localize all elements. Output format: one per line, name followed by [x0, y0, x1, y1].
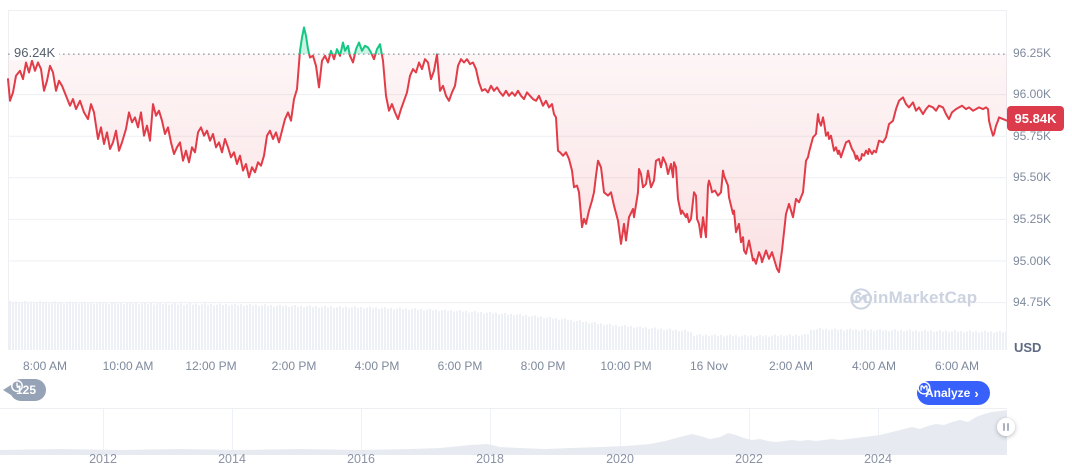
minimap-year-label: 2014 — [218, 452, 246, 466]
volume-bars — [9, 301, 1007, 351]
x-axis-tick-label: 6:00 PM — [437, 359, 483, 373]
coinmarketcap-logo-icon — [917, 381, 931, 395]
minimap-year-label: 2018 — [476, 452, 504, 466]
coinmarketcap-watermark: CoinMarketCap — [850, 288, 978, 310]
y-axis-tick-label: 94.75K — [1013, 295, 1052, 310]
minimap-year-label: 2012 — [89, 452, 117, 466]
y-axis-tick-label: 95.00K — [1013, 253, 1052, 268]
x-axis-tick-label: 10:00 PM — [600, 359, 652, 373]
x-axis-tick-label: 6:00 AM — [934, 359, 980, 373]
coinmarketcap-logo-icon — [850, 288, 872, 310]
analyze-button[interactable]: Analyze › — [917, 381, 990, 405]
minimap-year-label: 2020 — [606, 452, 634, 466]
x-axis-tick-label: 2:00 AM — [768, 359, 814, 373]
x-axis-tick-label: 8:00 AM — [22, 359, 68, 373]
y-axis-tick-label: 95.25K — [1013, 211, 1052, 226]
y-axis-tick-label: 96.00K — [1013, 87, 1052, 102]
x-axis-tick-label: 4:00 PM — [354, 359, 400, 373]
current-price-badge: 95.84K — [1007, 106, 1064, 131]
area-below-threshold — [8, 54, 1007, 273]
y-axis-tick-label: 95.50K — [1013, 170, 1052, 185]
area-above-threshold — [8, 27, 1007, 55]
minimap-area[interactable] — [0, 410, 1007, 455]
minimap-year-label: 2016 — [347, 452, 375, 466]
x-axis-tick-label: 10:00 AM — [102, 359, 154, 373]
minimap-year-label: 2022 — [735, 452, 763, 466]
y-axis-tick-label: 95.75K — [1013, 128, 1052, 143]
clock-icon — [11, 380, 23, 392]
threshold-price-label: 96.24K — [10, 45, 60, 60]
x-axis-tick-label: 2:00 PM — [271, 359, 317, 373]
history-count-badge[interactable]: 125 — [10, 379, 47, 401]
chevron-right-icon: › — [974, 385, 979, 401]
x-axis-tick-label: 12:00 PM — [185, 359, 237, 373]
analyze-button-label: Analyze — [925, 386, 971, 400]
y-axis-unit-label: USD — [1014, 340, 1042, 355]
watermark-text: CoinMarketCap — [850, 288, 978, 307]
history-count-value: 125 — [16, 383, 37, 397]
x-axis-tick-label: 4:00 AM — [851, 359, 897, 373]
x-axis-tick-label: 8:00 PM — [520, 359, 566, 373]
x-axis-tick-label: 16 Nov — [689, 359, 729, 373]
minimap-year-label: 2024 — [864, 452, 892, 466]
minimap-range-handle[interactable] — [997, 418, 1015, 436]
y-axis-tick-label: 96.25K — [1013, 45, 1052, 60]
price-line-below — [7, 54, 1008, 274]
